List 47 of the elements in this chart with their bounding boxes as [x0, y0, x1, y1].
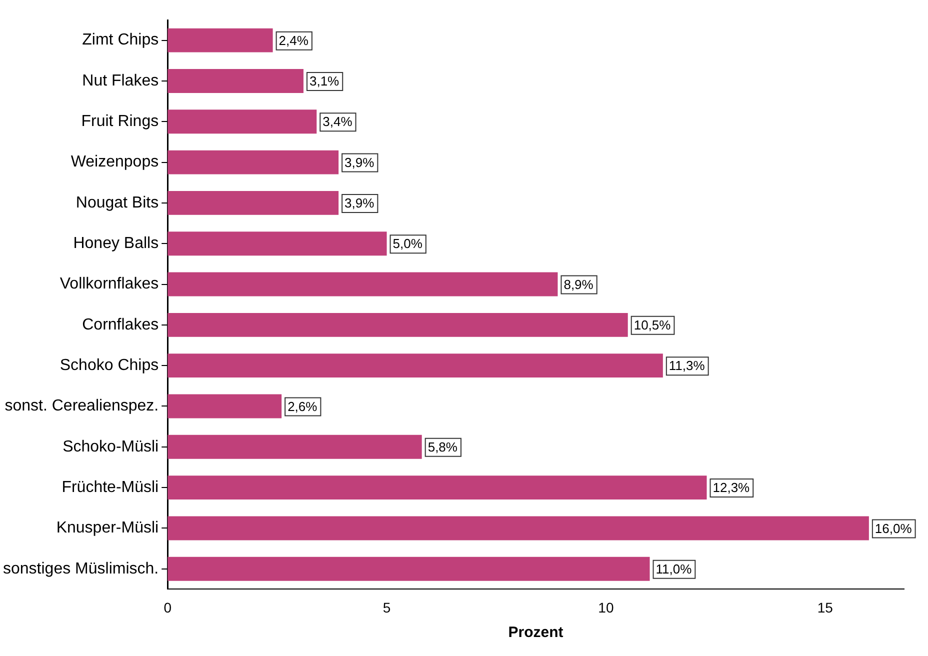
x-tick-label: 10 [598, 599, 614, 616]
x-tick-label: 5 [382, 599, 391, 616]
y-tick-label: Nougat Bits [76, 194, 159, 212]
y-tick-label: Cornflakes [82, 316, 159, 334]
x-tick-label: 15 [817, 599, 834, 616]
bar [168, 312, 628, 337]
bar [168, 434, 422, 459]
data-label: 5,0% [392, 236, 423, 252]
y-tick-label: Schoko Chips [60, 356, 159, 374]
bar [168, 69, 304, 93]
y-tick-label: Nut Flakes [82, 72, 159, 90]
bar [168, 232, 387, 256]
bar [168, 394, 282, 418]
data-label: 3,9% [344, 196, 375, 211]
data-label: 10,5% [634, 318, 672, 333]
data-label: 3,9% [344, 154, 375, 170]
y-tick-label: Früchte-Müsli [62, 478, 159, 496]
bar [168, 28, 273, 52]
bar [168, 354, 663, 378]
y-tick-label: Vollkornflakes [60, 276, 159, 293]
y-tick-label: Honey Balls [73, 235, 159, 252]
bar [168, 190, 339, 215]
data-label: 11,0% [656, 561, 692, 576]
bar [168, 476, 707, 500]
y-tick-label: Schoko-Müsli [62, 438, 159, 456]
data-label: 12,3% [712, 480, 750, 496]
data-label: 5,8% [428, 439, 458, 454]
y-tick-label: sonstiges Müslimisch. [2, 560, 159, 578]
y-tick-label: Knusper-Müsli [56, 520, 159, 537]
y-tick-label: Fruit Rings [81, 113, 159, 130]
bar [168, 150, 339, 174]
bar [168, 556, 650, 581]
data-label: 2,6% [288, 398, 318, 414]
data-label: 16,0% [874, 520, 912, 536]
x-tick-label: 0 [164, 599, 172, 616]
y-tick-label: Zimt Chips [82, 32, 159, 49]
data-label: 3,4% [322, 114, 353, 130]
bar [168, 272, 558, 296]
y-tick-label: Weizenpops [70, 154, 159, 171]
x-axis-title: Prozent [508, 624, 564, 642]
bar [168, 110, 317, 134]
data-label: 11,3% [668, 358, 706, 374]
data-label: 2,4% [278, 32, 309, 48]
bar [168, 516, 869, 540]
y-tick-label: sonst. Cerealienspez. [4, 398, 159, 415]
data-label: 3,1% [309, 74, 340, 89]
data-label: 8,9% [564, 276, 594, 292]
